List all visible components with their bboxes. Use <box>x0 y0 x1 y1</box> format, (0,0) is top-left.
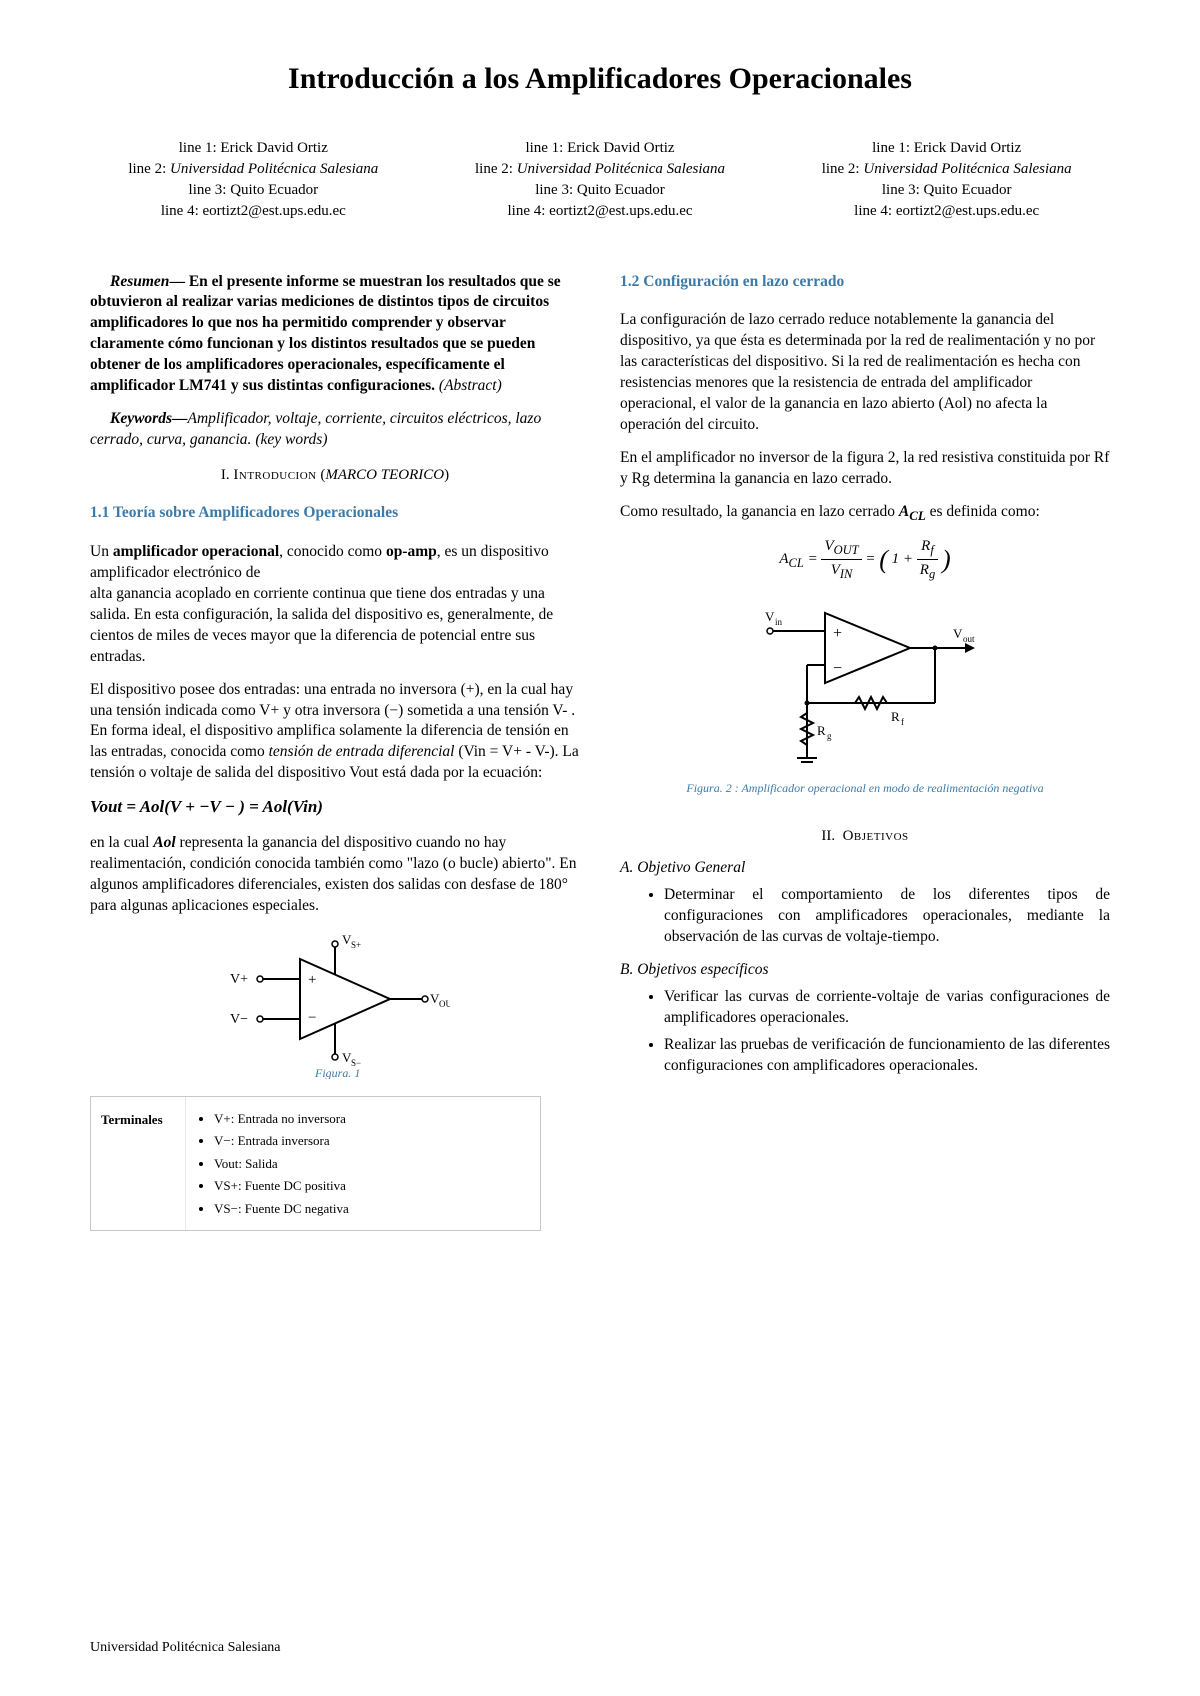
svg-text:−: − <box>308 1010 316 1026</box>
list-item: V+: Entrada no inversora <box>214 1110 532 1128</box>
right-column: 1.2 Configuración en lazo cerrado La con… <box>620 272 1110 1232</box>
list-item: Vout: Salida <box>214 1155 532 1173</box>
list-item: VS−: Fuente DC negativa <box>214 1200 532 1218</box>
abstract-paragraph: Resumen— En el presente informe se muest… <box>90 272 580 398</box>
author-line: line 4: eortizt2@est.ups.edu.ec <box>783 201 1110 222</box>
two-column-body: Resumen— En el presente informe se muest… <box>90 272 1110 1232</box>
authors-row: line 1: Erick David Ortiz line 2: Univer… <box>90 138 1110 222</box>
figure-2: + − Vin Vout Rf <box>620 593 1110 770</box>
author-block-1: line 1: Erick David Ortiz line 2: Univer… <box>90 138 417 222</box>
objective-a-label: A. Objetivo General <box>620 858 1110 879</box>
subsection-1-1: 1.1 Teoría sobre Amplificadores Operacio… <box>90 503 580 524</box>
opamp-feedback-icon: + − Vin Vout Rf <box>735 593 995 763</box>
svg-text:in: in <box>775 617 783 627</box>
list-item: Realizar las pruebas de verificación de … <box>664 1035 1110 1077</box>
svg-text:Figura. 1: Figura. 1 <box>314 1066 360 1079</box>
objective-b-label: B. Objetivos específicos <box>620 960 1110 981</box>
svg-text:S+: S+ <box>351 940 361 950</box>
opamp-symbol-icon: V+ V− + − VOUT VS+ VS− Figura. 1 <box>220 929 450 1079</box>
list-item: Verificar las curvas de corriente-voltaj… <box>664 987 1110 1029</box>
equation-2: ACL = VOUT VIN = ( 1 + Rf Rg ) <box>620 536 1110 583</box>
list-item: Determinar el comportamiento de los dife… <box>664 885 1110 948</box>
paragraph: Como resultado, la ganancia en lazo cerr… <box>620 502 1110 525</box>
svg-text:R: R <box>891 709 900 724</box>
paper-title: Introducción a los Amplificadores Operac… <box>90 60 1110 98</box>
author-line: line 4: eortizt2@est.ups.edu.ec <box>437 201 764 222</box>
objective-b-list: Verificar las curvas de corriente-voltaj… <box>620 987 1110 1077</box>
paragraph: en la cual Aol representa la ganancia de… <box>90 833 580 917</box>
author-line: line 3: Quito Ecuador <box>437 180 764 201</box>
author-line: line 4: eortizt2@est.ups.edu.ec <box>90 201 417 222</box>
svg-text:−: − <box>833 660 842 677</box>
svg-text:V−: V− <box>230 1012 248 1027</box>
author-line: line 3: Quito Ecuador <box>90 180 417 201</box>
author-line: line 1: Erick David Ortiz <box>437 138 764 159</box>
paragraph: Un amplificador operacional, conocido co… <box>90 542 580 668</box>
svg-text:g: g <box>827 731 832 741</box>
objective-a-list: Determinar el comportamiento de los dife… <box>620 885 1110 948</box>
section-2-heading: II. Objetivos <box>620 826 1110 846</box>
author-line: line 3: Quito Ecuador <box>783 180 1110 201</box>
svg-text:+: + <box>308 972 316 988</box>
author-line: line 2: Universidad Politécnica Salesian… <box>437 159 764 180</box>
svg-text:R: R <box>817 723 826 738</box>
left-column: Resumen— En el presente informe se muest… <box>90 272 580 1232</box>
subsection-1-2: 1.2 Configuración en lazo cerrado <box>620 272 1110 293</box>
paragraph: El dispositivo posee dos entradas: una e… <box>90 680 580 785</box>
paragraph: La configuración de lazo cerrado reduce … <box>620 310 1110 436</box>
equation-1: Vout = Aol(V + −V − ) = Aol(Vin) <box>90 796 580 819</box>
section-1-heading: I. Introducion (MARCO TEORICO) <box>90 465 580 485</box>
keywords-paragraph: Keywords—Amplificador, voltaje, corrient… <box>90 409 580 451</box>
author-line: line 2: Universidad Politécnica Salesian… <box>90 159 417 180</box>
paragraph: En el amplificador no inversor de la fig… <box>620 448 1110 490</box>
terminals-label: Terminales <box>91 1097 186 1231</box>
list-item: V−: Entrada inversora <box>214 1132 532 1150</box>
figure-1: V+ V− + − VOUT VS+ VS− Figura. 1 <box>90 929 580 1086</box>
author-line: line 2: Universidad Politécnica Salesian… <box>783 159 1110 180</box>
author-line: line 1: Erick David Ortiz <box>90 138 417 159</box>
figure-2-caption: Figura. 2 : Amplificador operacional en … <box>620 780 1110 796</box>
svg-text:+: + <box>833 625 842 642</box>
svg-text:f: f <box>901 717 904 727</box>
svg-text:V: V <box>953 626 963 641</box>
list-item: VS+: Fuente DC positiva <box>214 1177 532 1195</box>
svg-text:V+: V+ <box>230 972 248 987</box>
svg-text:V: V <box>765 609 775 624</box>
svg-text:OUT: OUT <box>439 999 450 1009</box>
author-block-3: line 1: Erick David Ortiz line 2: Univer… <box>783 138 1110 222</box>
page-footer: Universidad Politécnica Salesiana <box>90 1640 281 1656</box>
terminals-list: V+: Entrada no inversora V−: Entrada inv… <box>186 1097 540 1231</box>
terminals-table: Terminales V+: Entrada no inversora V−: … <box>90 1096 541 1232</box>
author-line: line 1: Erick David Ortiz <box>783 138 1110 159</box>
svg-text:out: out <box>963 634 975 644</box>
author-block-2: line 1: Erick David Ortiz line 2: Univer… <box>437 138 764 222</box>
